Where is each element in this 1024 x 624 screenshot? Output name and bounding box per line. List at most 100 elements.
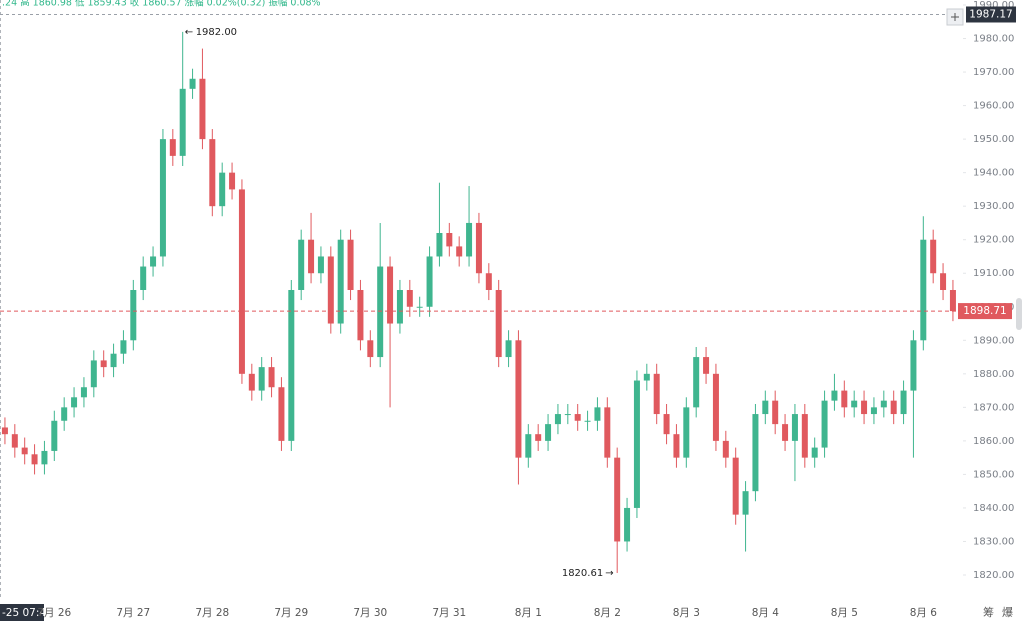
candle-body [238, 189, 245, 374]
candle-body [140, 266, 147, 290]
y-tick-label: 1820.00 [973, 570, 1014, 581]
candle-body [782, 424, 789, 441]
candle-body [614, 457, 621, 542]
x-tick-label: 8月 6 [910, 607, 938, 619]
candle-body [643, 373, 650, 381]
candle-body [801, 414, 808, 458]
candle-body [317, 256, 324, 274]
candle-body [851, 400, 858, 408]
candle-body [673, 434, 680, 458]
candle-body [100, 360, 107, 368]
candle-body [80, 387, 87, 398]
candle-body [189, 78, 196, 89]
candle-body [683, 407, 690, 458]
candle-body [762, 400, 769, 415]
candle-body [722, 440, 729, 458]
candle-body [791, 414, 798, 441]
candle-body [51, 420, 58, 451]
candle-body [485, 273, 492, 290]
header-info: .24 高 1860.98 低 1859.43 收 1860.57 涨幅 0.0… [2, 0, 321, 9]
plot [1, 31, 956, 573]
candle-body [624, 507, 631, 542]
y-tick-label: 1880.00 [973, 369, 1014, 380]
candle-body [11, 434, 18, 448]
candle-body [594, 407, 601, 421]
x-tick-label: 7月 27 [116, 607, 150, 619]
y-tick-label: 1840.00 [973, 503, 1014, 514]
y-tick-label: 1870.00 [973, 402, 1014, 413]
candle-body [110, 353, 117, 368]
candle-body [120, 340, 127, 354]
candle-body [495, 290, 502, 358]
x-tick-label: 7月 31 [432, 607, 466, 619]
candle-body [811, 447, 818, 458]
last-price-box [958, 303, 1012, 320]
candle-body [1, 427, 8, 435]
crosshair-price-box [966, 6, 1016, 23]
x-tick-label: 8月 1 [515, 607, 542, 619]
y-tick-label: 1890.00 [973, 335, 1014, 346]
max-arrow: ← [185, 27, 193, 38]
candle-body [525, 434, 532, 458]
candle-body [308, 239, 315, 274]
candle-body [71, 397, 78, 408]
y-tick-label: 1960.00 [973, 101, 1014, 112]
candle-body [653, 373, 660, 415]
x-tick-label: 7月 30 [353, 607, 387, 619]
candle-body [219, 172, 226, 207]
candle-body [436, 233, 443, 257]
candle-body [387, 266, 394, 324]
candle-body [199, 78, 206, 140]
candle-body [732, 457, 739, 515]
candle-body [278, 387, 285, 441]
candle-body [870, 407, 877, 415]
crosshair-price: 1987.17 [969, 8, 1012, 20]
candle-body [890, 400, 897, 415]
candle-body [949, 290, 956, 312]
candle-body [910, 340, 917, 391]
footer-icon[interactable]: 爆 [1002, 605, 1013, 619]
x-tick-label: 7月 26 [37, 607, 71, 619]
y-tick-label: 1920.00 [973, 235, 1014, 246]
last-price: 1898.71 [963, 305, 1006, 317]
x-tick-label: 8月 2 [594, 607, 621, 619]
candle-body [515, 340, 522, 458]
candle-body [633, 380, 640, 508]
candle-body [475, 222, 482, 274]
footer-icon[interactable]: 筹 [983, 605, 994, 619]
time-label-box [0, 604, 44, 621]
candle-body [456, 246, 463, 257]
candle-body [258, 367, 265, 391]
candle-body [604, 407, 611, 458]
x-tick-label: 7月 28 [195, 607, 229, 619]
y-tick-label: 1950.00 [973, 134, 1014, 145]
candle-body [268, 367, 275, 388]
candle-body [337, 239, 344, 324]
candle-body [298, 239, 305, 290]
candle-body [248, 373, 255, 391]
scrollbar[interactable] [1016, 298, 1022, 330]
candle-body [545, 424, 552, 441]
x-tick-label: 8月 4 [752, 607, 780, 619]
candle-body [327, 256, 334, 324]
candle-body [347, 239, 354, 290]
candle-body [831, 390, 838, 401]
candle-body [663, 414, 670, 435]
candle-body [179, 88, 186, 156]
y-tick-label: 1930.00 [973, 201, 1014, 212]
candle-body [426, 256, 433, 307]
candle-body [357, 290, 364, 341]
candle-body [742, 491, 749, 515]
candle-body [377, 266, 384, 358]
candle-body [396, 290, 403, 324]
candle-body [31, 454, 38, 465]
candle-body [554, 414, 561, 425]
x-tick-label: 8月 3 [673, 607, 700, 619]
y-tick-label: 1980.00 [973, 34, 1014, 45]
candle-body [900, 390, 907, 415]
x-tick-label: 7月 29 [274, 607, 308, 619]
crosshair-time: -25 07:45 [2, 607, 53, 619]
candle-body [367, 340, 374, 358]
candle-body [940, 273, 947, 290]
